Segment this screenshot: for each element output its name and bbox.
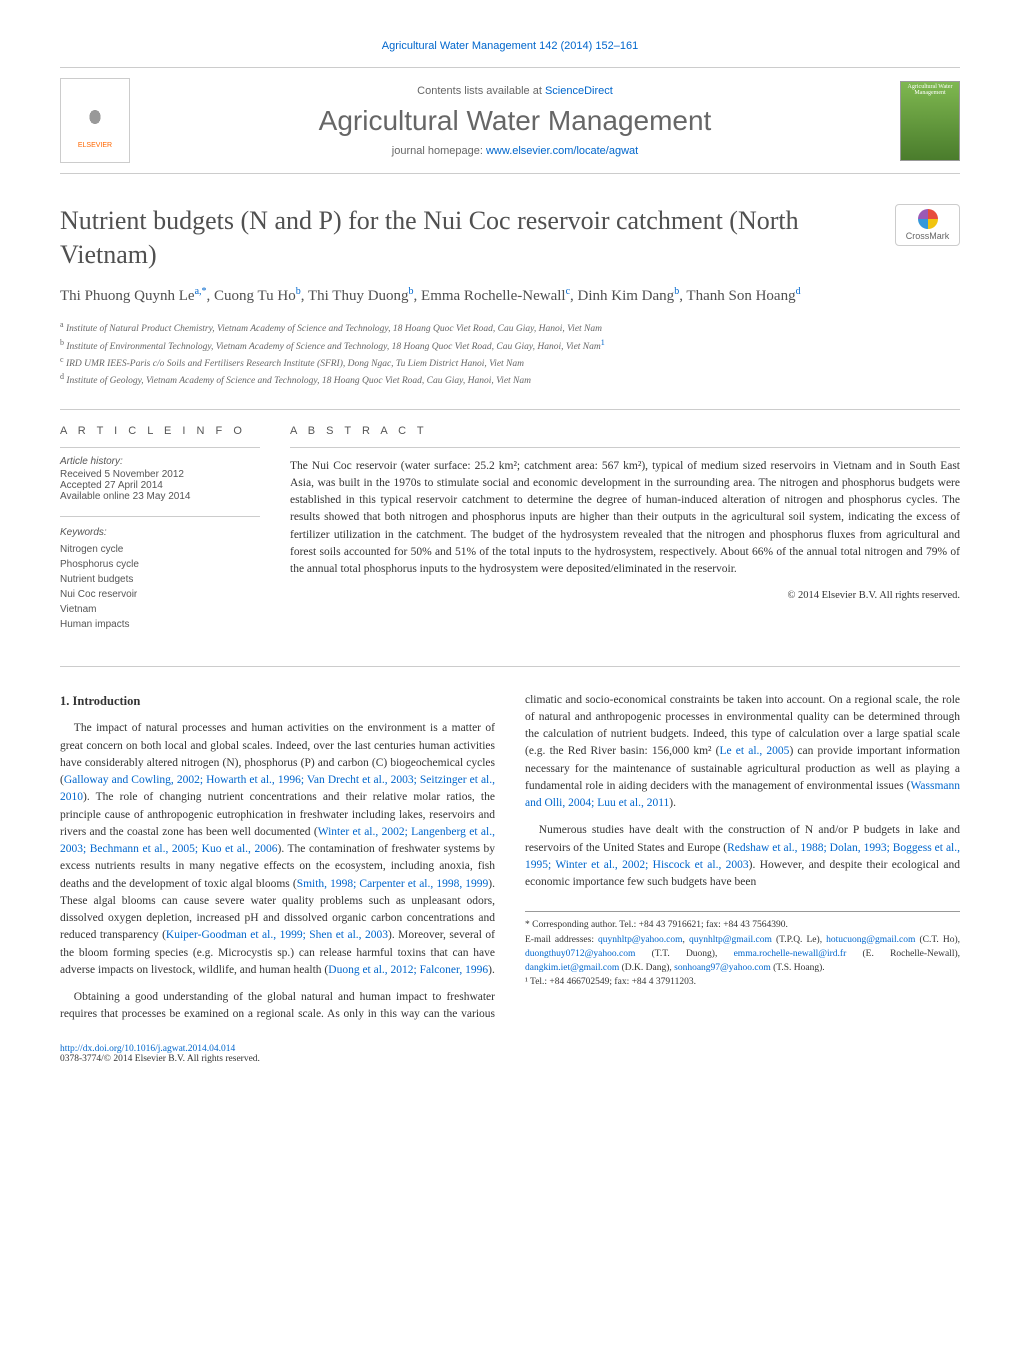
author-list: Thi Phuong Quynh Lea,*, Cuong Tu Hob, Th…: [60, 284, 960, 308]
keyword-5: Vietnam: [60, 602, 260, 617]
keywords-label: Keywords:: [60, 525, 260, 540]
received-date: Received 5 November 2012: [60, 469, 260, 480]
journal-name: Agricultural Water Management: [130, 105, 900, 137]
keyword-2: Phosphorus cycle: [60, 557, 260, 572]
author-6[interactable]: Thanh Son Hoang: [686, 288, 795, 304]
accepted-date: Accepted 27 April 2014: [60, 480, 260, 491]
abstract-heading: A B S T R A C T: [290, 425, 960, 437]
keyword-3: Nutrient budgets: [60, 572, 260, 587]
available-date: Available online 23 May 2014: [60, 491, 260, 502]
homepage-label: journal homepage:: [392, 145, 486, 157]
article-info-panel: A R T I C L E I N F O Article history: R…: [60, 425, 260, 646]
history-label: Article history:: [60, 456, 260, 467]
email-3[interactable]: duongthuy0712@yahoo.com: [525, 949, 635, 959]
keyword-1: Nitrogen cycle: [60, 542, 260, 557]
homepage-link[interactable]: www.elsevier.com/locate/agwat: [486, 145, 638, 157]
article-info-heading: A R T I C L E I N F O: [60, 425, 260, 437]
footnote-1: ¹ Tel.: +84 466702549; fax: +84 4 379112…: [525, 975, 960, 989]
author-2-affil[interactable]: b: [296, 286, 301, 297]
author-4[interactable]: Emma Rochelle-Newall: [421, 288, 566, 304]
author-2[interactable]: Cuong Tu Ho: [214, 288, 296, 304]
footer: http://dx.doi.org/10.1016/j.agwat.2014.0…: [60, 1044, 960, 1064]
affiliation-a: a Institute of Natural Product Chemistry…: [60, 319, 960, 336]
journal-cover-thumbnail[interactable]: Agricultural Water Management: [900, 81, 960, 161]
section-1-heading: 1. Introduction: [60, 692, 495, 711]
abstract-text: The Nui Coc reservoir (water surface: 25…: [290, 458, 960, 579]
header-center: Contents lists available at ScienceDirec…: [130, 85, 900, 157]
email-6[interactable]: sonhoang97@yahoo.com: [674, 963, 771, 973]
email-2[interactable]: hotucuong@gmail.com: [826, 935, 915, 945]
author-5[interactable]: Dinh Kim Dang: [578, 288, 675, 304]
article-title: Nutrient budgets (N and P) for the Nui C…: [60, 204, 875, 272]
citation-6[interactable]: Le et al., 2005: [719, 745, 789, 757]
author-1-affil[interactable]: a,*: [195, 286, 207, 297]
affiliation-b: b Institute of Environmental Technology,…: [60, 337, 960, 354]
intro-paragraph-3: Numerous studies have dealt with the con…: [525, 822, 960, 891]
keywords-block: Keywords: Nitrogen cycle Phosphorus cycl…: [60, 525, 260, 632]
crossmark-label: CrossMark: [906, 231, 950, 241]
contents-label: Contents lists available at: [417, 85, 545, 97]
email-1b[interactable]: quynhltp@gmail.com: [689, 935, 772, 945]
citation-3[interactable]: Smith, 1998; Carpenter et al., 1998, 199…: [297, 878, 489, 890]
affiliation-b-note[interactable]: 1: [601, 338, 605, 347]
keyword-4: Nui Coc reservoir: [60, 587, 260, 602]
affiliation-c: c IRD UMR IEES-Paris c/o Soils and Ferti…: [60, 354, 960, 371]
crossmark-badge[interactable]: CrossMark: [895, 204, 960, 246]
citation-4[interactable]: Kuiper-Goodman et al., 1999; Shen et al.…: [166, 929, 388, 941]
affiliation-d: d Institute of Geology, Vietnam Academy …: [60, 371, 960, 388]
article-history-block: Article history: Received 5 November 201…: [60, 456, 260, 502]
rule-bottom: [60, 666, 960, 667]
contents-available-line: Contents lists available at ScienceDirec…: [130, 85, 900, 97]
journal-citation-top[interactable]: Agricultural Water Management 142 (2014)…: [60, 40, 960, 52]
author-1[interactable]: Thi Phuong Quynh Le: [60, 288, 195, 304]
author-6-affil[interactable]: d: [796, 286, 801, 297]
crossmark-circle-icon: [918, 209, 938, 229]
corresponding-author-note: * Corresponding author. Tel.: +84 43 791…: [525, 918, 960, 932]
info-abstract-row: A R T I C L E I N F O Article history: R…: [60, 410, 960, 666]
elsevier-logo[interactable]: ELSEVIER: [60, 78, 130, 163]
elsevier-tree-icon: [75, 92, 115, 142]
author-4-affil[interactable]: c: [566, 286, 570, 297]
title-row: Nutrient budgets (N and P) for the Nui C…: [60, 204, 960, 272]
intro-paragraph-1: The impact of natural processes and huma…: [60, 720, 495, 979]
affiliations: a Institute of Natural Product Chemistry…: [60, 319, 960, 389]
footnotes: * Corresponding author. Tel.: +84 43 791…: [525, 911, 960, 989]
author-3[interactable]: Thi Thuy Duong: [308, 288, 409, 304]
email-5[interactable]: dangkim.iet@gmail.com: [525, 963, 619, 973]
issn-copyright: 0378-3774/© 2014 Elsevier B.V. All right…: [60, 1054, 960, 1064]
homepage-line: journal homepage: www.elsevier.com/locat…: [130, 145, 900, 157]
elsevier-label: ELSEVIER: [78, 142, 112, 149]
keyword-6: Human impacts: [60, 617, 260, 632]
email-4[interactable]: emma.rochelle-newall@ird.fr: [734, 949, 847, 959]
abstract-copyright: © 2014 Elsevier B.V. All rights reserved…: [290, 590, 960, 601]
sciencedirect-link[interactable]: ScienceDirect: [545, 85, 613, 97]
abstract-rule: [290, 447, 960, 448]
abstract-panel: A B S T R A C T The Nui Coc reservoir (w…: [290, 425, 960, 646]
email-addresses: E-mail addresses: quynhltp@yahoo.com, qu…: [525, 933, 960, 976]
email-1[interactable]: quynhltp@yahoo.com: [598, 935, 682, 945]
author-3-affil[interactable]: b: [409, 286, 414, 297]
journal-header: ELSEVIER Contents lists available at Sci…: [60, 67, 960, 174]
doi-link[interactable]: http://dx.doi.org/10.1016/j.agwat.2014.0…: [60, 1044, 235, 1054]
info-rule-1: [60, 447, 260, 448]
author-5-affil[interactable]: b: [674, 286, 679, 297]
citation-5[interactable]: Duong et al., 2012; Falconer, 1996: [328, 964, 488, 976]
article-body: 1. Introduction The impact of natural pr…: [60, 692, 960, 1024]
info-rule-2: [60, 516, 260, 517]
